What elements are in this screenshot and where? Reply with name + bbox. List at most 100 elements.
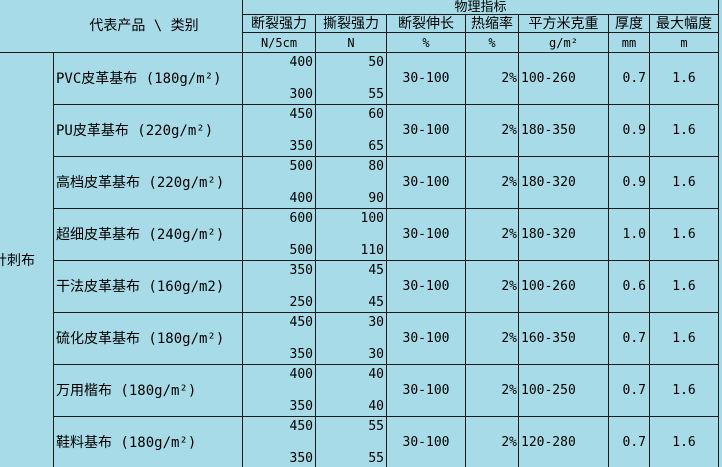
header-heat-shrinkage: 热缩率 — [466, 15, 519, 33]
shrinkage-value: 2% — [501, 435, 517, 450]
max-width-value: 1.6 — [672, 435, 696, 450]
weight-cell: 100-260 — [519, 53, 609, 105]
weight-value: 100-260 — [521, 279, 576, 294]
shrinkage-value: 2% — [501, 227, 517, 242]
unit-weight-per-sqm-label: g/m² — [549, 35, 578, 50]
shrinkage-cell: 2% — [466, 365, 519, 417]
max-width-cell: 1.6 — [650, 157, 719, 209]
thickness-cell: 1.0 — [609, 209, 650, 261]
weight-value: 180-320 — [521, 175, 576, 190]
unit-elongation: % — [387, 33, 466, 53]
weight-value: 100-250 — [521, 383, 576, 398]
thickness-value: 0.6 — [622, 279, 646, 294]
thickness-value: 0.7 — [622, 383, 646, 398]
shrinkage-cell: 2% — [466, 313, 519, 365]
max-width-value: 1.6 — [672, 123, 696, 138]
max-width-value: 1.6 — [672, 227, 696, 242]
tear-strength-cell: 100 110 — [316, 209, 387, 261]
max-width-value: 1.6 — [672, 279, 696, 294]
break-strength-cell: 500 400 — [243, 157, 316, 209]
elongation-cell: 30-100 — [387, 209, 466, 261]
max-width-cell: 1.6 — [650, 365, 719, 417]
break-strength-cell: 600 500 — [243, 209, 316, 261]
break-strength-top-value: 450 — [289, 315, 313, 330]
break-strength-bottom-value: 300 — [289, 87, 313, 102]
break-strength-bottom-value: 350 — [289, 347, 313, 362]
elongation-value: 30-100 — [402, 331, 450, 346]
elongation-cell: 30-100 — [387, 313, 466, 365]
break-strength-cell: 450 350 — [243, 313, 316, 365]
header-thickness-label: 厚度 — [615, 15, 643, 32]
thickness-cell: 0.9 — [609, 105, 650, 157]
tear-strength-top-value: 55 — [368, 419, 384, 434]
product-name-cell: 硫化皮革基布 (180g/m²) — [54, 313, 243, 365]
tear-strength-cell: 80 90 — [316, 157, 387, 209]
break-strength-top-value: 350 — [289, 263, 313, 278]
break-strength-cell: 450 350 — [243, 105, 316, 157]
product-name-cell: 干法皮革基布 (160g/m2) — [54, 261, 243, 313]
max-width-cell: 1.6 — [650, 417, 719, 467]
tear-strength-bottom-value: 30 — [368, 347, 384, 362]
max-width-cell: 1.6 — [650, 209, 719, 261]
weight-cell: 100-250 — [519, 365, 609, 417]
shrinkage-cell: 2% — [466, 105, 519, 157]
unit-elongation-label: % — [422, 35, 430, 50]
header-tear-strength: 撕裂强力 — [316, 15, 387, 33]
max-width-cell: 1.6 — [650, 261, 719, 313]
weight-cell: 160-350 — [519, 313, 609, 365]
weight-cell: 180-350 — [519, 105, 609, 157]
weight-cell: 100-260 — [519, 261, 609, 313]
max-width-value: 1.6 — [672, 331, 696, 346]
header-physical-indicators-label: 物理指标 — [454, 0, 507, 15]
tear-strength-top-value: 60 — [368, 107, 384, 122]
elongation-cell: 30-100 — [387, 157, 466, 209]
category-needle-punched-fabric: 针刺布 — [0, 53, 54, 467]
unit-tear-strength-label: N — [347, 35, 355, 50]
break-strength-top-value: 600 — [289, 211, 313, 226]
tear-strength-top-value: 100 — [360, 211, 384, 226]
tear-strength-top-value: 45 — [368, 263, 384, 278]
unit-break-strength: N/5cm — [243, 33, 316, 53]
weight-cell: 180-320 — [519, 209, 609, 261]
tear-strength-bottom-value: 110 — [360, 243, 384, 258]
shrinkage-value: 2% — [501, 331, 517, 346]
product-name: 高档皮革基布 (220g/m²) — [56, 174, 225, 191]
header-break-strength-label: 断裂强力 — [251, 15, 307, 32]
break-strength-top-value: 400 — [289, 367, 313, 382]
unit-max-width-label: m — [680, 35, 688, 50]
elongation-value: 30-100 — [402, 435, 450, 450]
product-name-cell: 万用楷布 (180g/m²) — [54, 365, 243, 417]
elongation-value: 30-100 — [402, 279, 450, 294]
thickness-cell: 0.7 — [609, 313, 650, 365]
break-strength-top-value: 450 — [289, 419, 313, 434]
product-name-cell: PU皮革基布 (220g/m²) — [54, 105, 243, 157]
product-name: PVC皮革基布 (180g/m²) — [56, 70, 222, 87]
thickness-cell: 0.6 — [609, 261, 650, 313]
unit-max-width: m — [650, 33, 719, 53]
product-name: 硫化皮革基布 (180g/m²) — [56, 330, 225, 347]
elongation-cell: 30-100 — [387, 417, 466, 467]
product-name: 超细皮革基布 (240g/m²) — [56, 226, 225, 243]
break-strength-top-value: 500 — [289, 159, 313, 174]
tear-strength-cell: 30 30 — [316, 313, 387, 365]
product-name-cell: 鞋料基布 (180g/m²) — [54, 417, 243, 467]
elongation-cell: 30-100 — [387, 261, 466, 313]
tear-strength-bottom-value: 55 — [368, 87, 384, 102]
shrinkage-cell: 2% — [466, 53, 519, 105]
break-strength-top-value: 450 — [289, 107, 313, 122]
header-elongation: 断裂伸长 — [387, 15, 466, 33]
product-name: PU皮革基布 (220g/m²) — [56, 122, 214, 139]
weight-value: 180-320 — [521, 227, 576, 242]
thickness-value: 1.0 — [622, 227, 646, 242]
tear-strength-cell: 60 65 — [316, 105, 387, 157]
tear-strength-top-value: 50 — [368, 55, 384, 70]
break-strength-bottom-value: 500 — [289, 243, 313, 258]
break-strength-bottom-value: 350 — [289, 139, 313, 154]
max-width-cell: 1.6 — [650, 105, 719, 157]
header-heat-shrinkage-label: 热缩率 — [471, 15, 513, 32]
break-strength-cell: 450 350 — [243, 417, 316, 467]
header-thickness: 厚度 — [609, 15, 650, 33]
product-name-cell: 高档皮革基布 (220g/m²) — [54, 157, 243, 209]
break-strength-bottom-value: 350 — [289, 399, 313, 414]
